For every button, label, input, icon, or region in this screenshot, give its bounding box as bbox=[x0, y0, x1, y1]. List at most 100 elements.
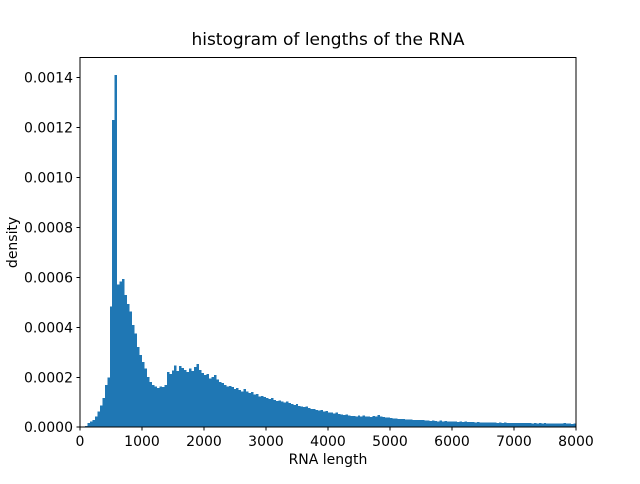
histogram-bar bbox=[233, 389, 237, 428]
histogram-bar bbox=[134, 333, 138, 428]
histogram-bar bbox=[144, 368, 147, 428]
histogram-bar bbox=[476, 422, 480, 428]
y-tick-label: 0.0000 bbox=[24, 420, 73, 436]
histogram-bar bbox=[278, 400, 281, 428]
histogram-bar bbox=[434, 421, 438, 428]
histogram-bar bbox=[392, 418, 395, 428]
histogram-bar bbox=[516, 422, 519, 428]
histogram-bar bbox=[432, 420, 435, 428]
histogram-bar bbox=[439, 420, 443, 428]
histogram-bar bbox=[117, 284, 120, 428]
histogram-bar bbox=[293, 404, 296, 428]
histogram-bar bbox=[461, 421, 465, 428]
plot-border bbox=[79, 57, 577, 428]
histogram-bar bbox=[241, 391, 244, 428]
histogram-bar bbox=[275, 400, 279, 428]
histogram-bar bbox=[273, 399, 276, 428]
y-tick-label: 0.0012 bbox=[24, 121, 73, 137]
histogram-bar bbox=[325, 410, 328, 428]
histogram-bar bbox=[568, 423, 572, 428]
histogram-bar bbox=[390, 418, 393, 428]
histogram-bar bbox=[566, 423, 569, 428]
histogram-bar bbox=[164, 385, 167, 428]
histogram-bar bbox=[489, 422, 492, 428]
histogram-bar bbox=[484, 422, 487, 428]
histogram-bar bbox=[538, 423, 542, 428]
histogram-bar bbox=[528, 423, 532, 428]
x-tick-label: 8000 bbox=[558, 434, 594, 450]
histogram-bar bbox=[501, 422, 505, 428]
histogram-bar bbox=[442, 421, 445, 428]
histogram-bar bbox=[84, 425, 88, 428]
bars-group bbox=[82, 75, 576, 428]
histogram-bar bbox=[394, 418, 398, 428]
histogram-bar bbox=[429, 420, 433, 428]
histogram-bar bbox=[328, 412, 331, 428]
histogram-bar bbox=[129, 311, 133, 428]
histogram-bar bbox=[332, 413, 336, 428]
histogram-bar bbox=[261, 395, 264, 428]
chart-title: histogram of lengths of the RNA bbox=[191, 30, 464, 50]
histogram-bar bbox=[367, 416, 371, 428]
histogram-bar bbox=[226, 386, 229, 428]
x-tick-label: 4000 bbox=[310, 434, 346, 450]
histogram-bar bbox=[298, 405, 301, 428]
histogram-bar bbox=[509, 423, 512, 428]
histogram-bar bbox=[142, 361, 145, 428]
histogram-bar bbox=[243, 389, 247, 428]
histogram-bar bbox=[479, 422, 482, 428]
histogram-bar bbox=[320, 409, 324, 428]
histogram-bar bbox=[256, 393, 259, 428]
histogram-bar bbox=[563, 423, 567, 428]
histogram-bar bbox=[399, 418, 403, 428]
x-tick-label: 3000 bbox=[248, 434, 284, 450]
x-tick-label: 7000 bbox=[496, 434, 532, 450]
x-tick-label: 2000 bbox=[186, 434, 222, 450]
histogram-bar bbox=[236, 388, 239, 428]
histogram-bar bbox=[397, 418, 400, 428]
x-axis-label: RNA length bbox=[289, 452, 368, 468]
histogram-bar bbox=[184, 370, 187, 428]
histogram-bar bbox=[335, 412, 338, 428]
histogram-bar bbox=[132, 325, 135, 428]
histogram-bar bbox=[407, 419, 410, 428]
histogram-bar bbox=[444, 421, 448, 428]
histogram-bar bbox=[491, 422, 495, 428]
histogram-bar bbox=[352, 415, 356, 428]
histogram-bar bbox=[409, 419, 413, 428]
y-tick-label: 0.0004 bbox=[24, 320, 73, 336]
histogram-bar bbox=[102, 398, 105, 428]
histogram-bar bbox=[551, 423, 554, 428]
y-axis-label: density bbox=[5, 217, 21, 268]
histogram-bar bbox=[179, 366, 182, 428]
histogram-bar bbox=[422, 419, 425, 428]
histogram-bar bbox=[518, 423, 522, 428]
histogram-bar bbox=[308, 408, 311, 428]
histogram-bar bbox=[104, 385, 108, 428]
histogram-bar bbox=[573, 423, 576, 428]
histogram-bar bbox=[248, 393, 252, 428]
histogram-bar bbox=[543, 423, 547, 428]
histogram-bar bbox=[362, 415, 366, 428]
histogram-bar bbox=[263, 397, 266, 428]
histogram-bar bbox=[156, 388, 160, 428]
histogram-bar bbox=[414, 419, 418, 428]
histogram-bar bbox=[449, 421, 452, 428]
y-tick-label: 0.0002 bbox=[24, 370, 73, 386]
histogram-bar bbox=[196, 364, 200, 428]
histogram-bar bbox=[94, 416, 98, 428]
histogram-bar bbox=[427, 420, 430, 428]
histogram-bar bbox=[161, 387, 165, 428]
x-tick-label: 0 bbox=[76, 434, 85, 450]
histogram-bar bbox=[238, 389, 242, 428]
histogram-bar bbox=[323, 411, 326, 428]
histogram-bar bbox=[288, 403, 291, 428]
histogram-bar bbox=[303, 407, 306, 428]
histogram-bar bbox=[496, 422, 500, 428]
histogram-bar bbox=[474, 422, 477, 428]
histogram-bar bbox=[464, 421, 467, 428]
histogram-bar bbox=[139, 355, 142, 428]
histogram-bar bbox=[330, 412, 333, 428]
histogram-bar bbox=[357, 415, 361, 428]
histogram-bar bbox=[186, 371, 190, 428]
